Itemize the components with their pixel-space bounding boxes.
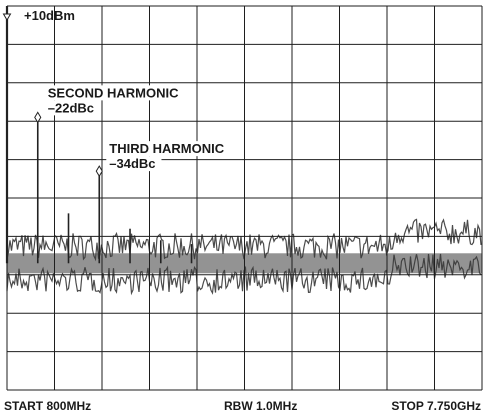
annotation-backdrop (44, 85, 174, 101)
annotation-backdrop (106, 141, 228, 157)
annotation-text: THIRD HARMONIC (109, 141, 224, 156)
rbw-label: RBW 1.0MHz (224, 399, 297, 413)
graticule (6, 5, 483, 391)
annotation-text: –22dBc (48, 100, 94, 115)
spectrum-peaks (2, 6, 193, 264)
harmonic-marker (95, 165, 103, 178)
start-frequency-label: START 800MHz (4, 399, 91, 413)
annotation-backdrop (44, 100, 100, 116)
annotation-backdrop (106, 156, 162, 172)
reference-marker (2, 13, 12, 21)
annotation-text: SECOND HARMONIC (48, 85, 179, 100)
harmonic-marker (34, 111, 42, 124)
stop-frequency-label: STOP 7.750GHz (391, 399, 481, 413)
annotations: SECOND HARMONIC–22dBc THIRD HARMONIC–34dB… (34, 85, 228, 178)
reference-level-label: +10dBm (24, 8, 75, 23)
annotation-text: –34dBc (109, 156, 155, 171)
